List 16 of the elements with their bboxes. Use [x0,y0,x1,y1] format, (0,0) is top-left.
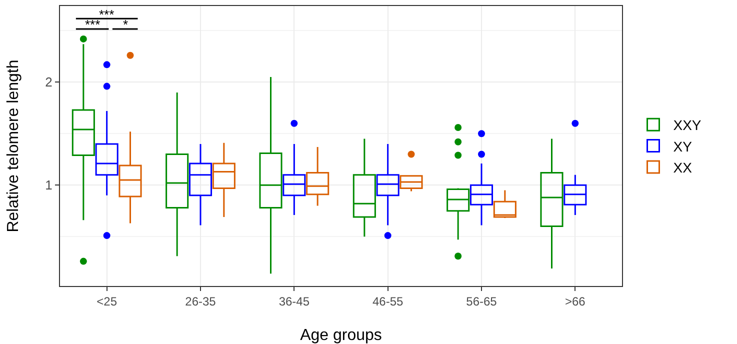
x-tick-label: <25 [96,294,118,308]
annotation: * [123,17,128,32]
x-tick-label: 36-45 [278,294,310,308]
legend-label: XX [673,159,693,176]
y-axis-title: Relative telomere length [5,60,22,232]
x-axis-title: Age groups [300,327,382,344]
y-tick-label: 2 [45,74,52,90]
x-tick-label: >66 [564,294,586,308]
x-tick-label: 46-55 [372,294,404,308]
y-tick-label: 1 [45,178,52,193]
x-tick-label: 56-65 [466,294,498,308]
legend-label: XY [673,138,693,154]
annotation: *** [99,7,114,22]
annotation: *** [85,17,100,32]
x-tick-label: 26-35 [185,294,216,308]
legend-label: XXY [673,117,702,134]
